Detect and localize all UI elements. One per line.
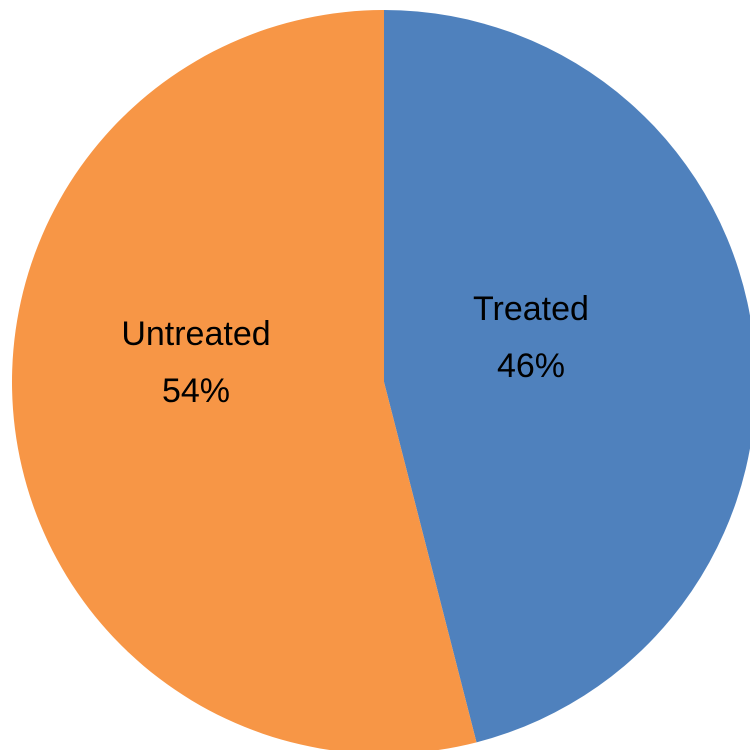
slice-label-treated: Treated — [473, 290, 589, 328]
pie-slice-untreated — [12, 10, 477, 750]
pie-slice-treated — [384, 10, 750, 743]
slice-label-untreated: Untreated — [121, 315, 270, 353]
slice-value-treated: 46% — [497, 347, 565, 385]
slice-value-untreated: 54% — [162, 372, 230, 410]
